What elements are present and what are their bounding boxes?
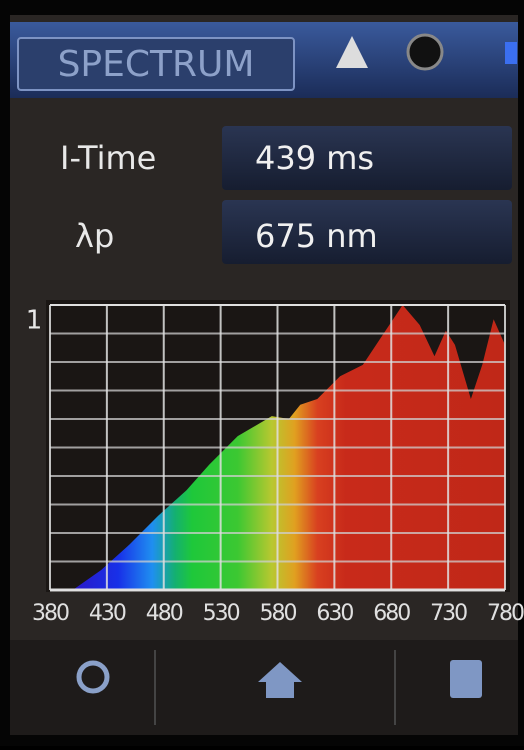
x-tick-label: 380: [32, 601, 69, 626]
battery-icon: [505, 42, 517, 64]
x-tick-label: 730: [430, 601, 467, 626]
field-label: I-Time: [60, 139, 156, 177]
status-icon: [408, 35, 442, 69]
y-tick-label: 1: [26, 306, 43, 336]
screen-title: SPECTRUM: [58, 44, 255, 85]
x-tick-label: 780: [487, 601, 524, 626]
x-tick-label: 580: [260, 601, 297, 626]
save-button[interactable]: [450, 660, 482, 698]
device-screen: SPECTRUM I-Time 439 ms λp 675 nm 1 380 430…: [0, 0, 524, 746]
x-tick-label: 630: [316, 601, 353, 626]
x-tick-label: 680: [373, 601, 410, 626]
field-value: 675 nm: [255, 217, 378, 255]
field-label: λp: [75, 217, 114, 255]
x-tick-label: 480: [146, 601, 183, 626]
x-tick-label: 530: [203, 601, 240, 626]
field-value: 439 ms: [255, 139, 374, 177]
x-tick-label: 430: [89, 601, 126, 626]
